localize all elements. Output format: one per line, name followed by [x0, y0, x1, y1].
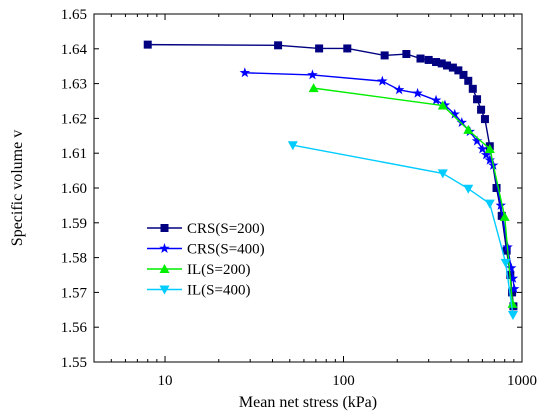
y-tick-label: 1.56: [61, 320, 88, 336]
legend-entry: CRS(S=400): [147, 242, 265, 258]
data-point: [239, 67, 251, 78]
data-point: [143, 40, 152, 49]
series-line: [313, 87, 514, 304]
data-point: [509, 283, 520, 294]
data-point: [380, 51, 389, 60]
x-axis-title: Mean net stress (kPa): [239, 394, 377, 411]
legend-entry: CRS(S=200): [147, 221, 265, 237]
data-point: [477, 105, 486, 114]
data-point: [416, 54, 425, 63]
data-point: [468, 84, 477, 93]
data-point: [480, 115, 489, 124]
legend-marker: [159, 285, 170, 295]
legend-marker: [160, 224, 169, 232]
data-point: [454, 66, 463, 75]
x-tick-label: 10: [158, 373, 173, 389]
data-point: [412, 87, 423, 98]
data-point: [449, 108, 460, 119]
data-point: [448, 63, 457, 72]
data-point: [464, 76, 473, 85]
y-tick-label: 1.62: [61, 111, 87, 127]
y-tick-label: 1.64: [61, 42, 88, 58]
data-point: [402, 50, 411, 59]
data-point: [442, 61, 451, 70]
axis-layer: 1.55 1.56 1.57 1.58 1.59 1.60 1.61 1.62 1.63 1.64…: [61, 7, 537, 389]
data-point: [307, 69, 318, 80]
data-point: [507, 272, 519, 283]
data-point: [463, 184, 474, 194]
data-point: [495, 199, 506, 210]
x-tick-label: 1000: [507, 373, 537, 389]
data-point: [456, 117, 468, 128]
data-point: [473, 95, 482, 104]
data-point: [507, 311, 518, 321]
data-point: [315, 44, 324, 53]
y-tick-label: 1.57: [61, 285, 88, 301]
data-point: [437, 100, 448, 110]
data-point: [432, 58, 441, 67]
x-tick-label: 100: [332, 373, 355, 389]
data-point: [437, 169, 448, 179]
data-point: [274, 41, 283, 50]
y-axis-title: Specific volume v: [9, 130, 26, 246]
y-tick-label: 1.65: [61, 7, 87, 23]
data-point: [500, 258, 511, 268]
data-point: [377, 75, 388, 86]
data-point: [471, 135, 483, 146]
data-point: [437, 59, 446, 68]
legend-marker: [159, 243, 170, 253]
legend: CRS(S=200) CRS(S=400) IL(S=200) IL(S=400): [147, 221, 265, 299]
data-point: [480, 149, 492, 160]
legend-label: IL(S=400): [187, 283, 250, 299]
legend-label: CRS(S=400): [187, 242, 265, 258]
y-tick-label: 1.60: [61, 181, 87, 197]
y-tick-label: 1.59: [61, 216, 87, 232]
y-tick-label: 1.63: [61, 77, 87, 93]
series-line: [292, 144, 514, 316]
data-point: [424, 55, 433, 64]
legend-marker: [159, 264, 170, 273]
series-3: [308, 83, 518, 308]
data-point: [502, 246, 511, 255]
plot-frame: [93, 13, 523, 363]
legend-entry: IL(S=400): [147, 283, 250, 299]
data-point: [459, 70, 468, 79]
data-point: [477, 143, 488, 154]
data-point: [507, 298, 518, 308]
data-point: [499, 211, 510, 221]
data-point: [463, 124, 474, 134]
series-4: [287, 141, 518, 321]
legend-entry: IL(S=200): [147, 262, 250, 278]
y-tick-label: 1.55: [61, 355, 87, 371]
data-point: [393, 84, 405, 95]
y-tick-label: 1.61: [61, 146, 87, 162]
series-1: [143, 40, 518, 311]
data-layer: [143, 40, 520, 321]
data-point: [308, 83, 319, 93]
data-point: [484, 154, 496, 165]
data-point: [484, 144, 495, 154]
data-point: [505, 262, 517, 273]
data-point: [430, 94, 442, 105]
data-point: [343, 44, 352, 53]
series-line: [244, 72, 515, 290]
legend-label: CRS(S=200): [187, 221, 265, 237]
y-tick-label: 1.58: [61, 251, 87, 267]
data-point: [287, 141, 298, 151]
legend-label: IL(S=200): [187, 262, 250, 278]
data-point: [484, 199, 495, 209]
data-point: [492, 184, 501, 192]
